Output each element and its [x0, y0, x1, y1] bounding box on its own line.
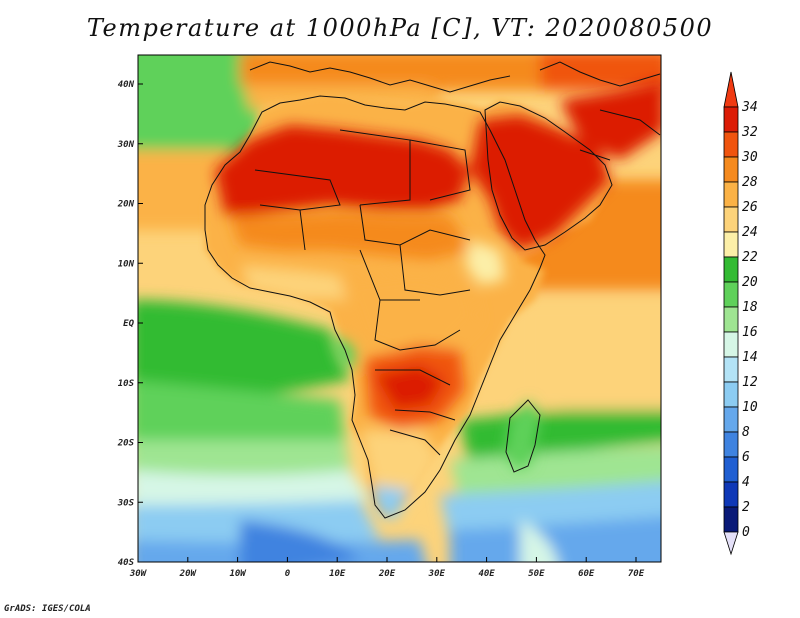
colorbar-label: 8: [742, 425, 750, 440]
colorbar-label: 24: [742, 225, 758, 240]
colorbar-swatch: [723, 381, 739, 408]
lon-label: 30E: [428, 569, 446, 579]
colorbar-label: 30: [741, 150, 758, 165]
lat-label: 10N: [118, 259, 135, 269]
colorbar-label: 28: [742, 175, 758, 190]
colorbar-bottom-arrow: [723, 531, 739, 556]
colorbar-swatch: [723, 506, 739, 533]
colorbar-swatch: [723, 231, 739, 258]
colorbar-swatch: [723, 306, 739, 333]
colorbar-swatch: [723, 281, 739, 308]
colorbar-swatch: [723, 456, 739, 483]
lon-label: 50E: [528, 569, 545, 579]
colorbar-swatch: [723, 156, 739, 183]
colorbar-label: 16: [742, 325, 758, 340]
lat-label: 40S: [118, 558, 135, 568]
lon-label: 10E: [329, 569, 346, 579]
colorbar-swatch: [723, 256, 739, 283]
colorbar-swatch: [723, 181, 739, 208]
map-title: Temperature at 1000hPa [C], VT: 20200805…: [86, 14, 714, 42]
colorbar-swatch: [723, 481, 739, 508]
coastlines-borders: [204, 61, 661, 519]
colorbar-label: 22: [742, 250, 758, 265]
lon-label: 20E: [378, 569, 396, 579]
colorbar-label: 14: [742, 350, 758, 365]
colorbar-swatch: [723, 431, 739, 458]
grads-credit: GrADS: IGES/COLA: [4, 604, 91, 614]
lon-label: 0: [285, 569, 291, 579]
lon-label: 30W: [129, 569, 148, 579]
colorbar-swatch: [723, 356, 739, 383]
lon-label: 60E: [578, 569, 595, 579]
lat-label: 40N: [118, 80, 135, 90]
temperature-field: [138, 55, 661, 562]
colorbar-label: 10: [742, 400, 758, 415]
lat-label: 30S: [117, 498, 135, 508]
colorbar-label: 0: [742, 525, 750, 540]
colorbar-label: 4: [742, 475, 750, 490]
lon-label: 10W: [229, 569, 247, 579]
colorbar-label: 18: [742, 300, 758, 315]
lon-label: 40E: [478, 569, 495, 579]
lon-label: 70E: [628, 569, 645, 579]
colorbar-label: 34: [741, 100, 758, 115]
longitude-axis: 30W 20W 10W 0 10E 20E 30E 40E 50E 60E 70E: [129, 557, 645, 579]
colorbar-swatch: [723, 131, 739, 158]
colorbar-label: 6: [742, 450, 750, 465]
lon-label: 20W: [179, 569, 198, 579]
map-frame: [137, 54, 662, 563]
colorbar-label: 2: [742, 500, 750, 515]
colorbar-label: 12: [742, 375, 758, 390]
colorbar-swatch: [723, 331, 739, 358]
lat-label: 30N: [117, 140, 135, 150]
colorbar-swatch: [723, 206, 739, 233]
colorbar-label: 20: [742, 275, 758, 290]
colorbar-swatch: [723, 406, 739, 433]
lat-label: EQ: [123, 319, 134, 329]
colorbar-top-arrow: [723, 71, 739, 108]
colorbar-label: 32: [741, 125, 758, 140]
colorbar-swatch: [723, 106, 739, 133]
lat-label: 20N: [117, 200, 135, 210]
latitude-axis: 40N 30N 20N 10N EQ 10S 20S 30S 40S: [117, 80, 143, 568]
lat-label: 20S: [117, 439, 135, 449]
lat-label: 10S: [118, 379, 135, 389]
colorbar-label: 26: [742, 200, 758, 215]
